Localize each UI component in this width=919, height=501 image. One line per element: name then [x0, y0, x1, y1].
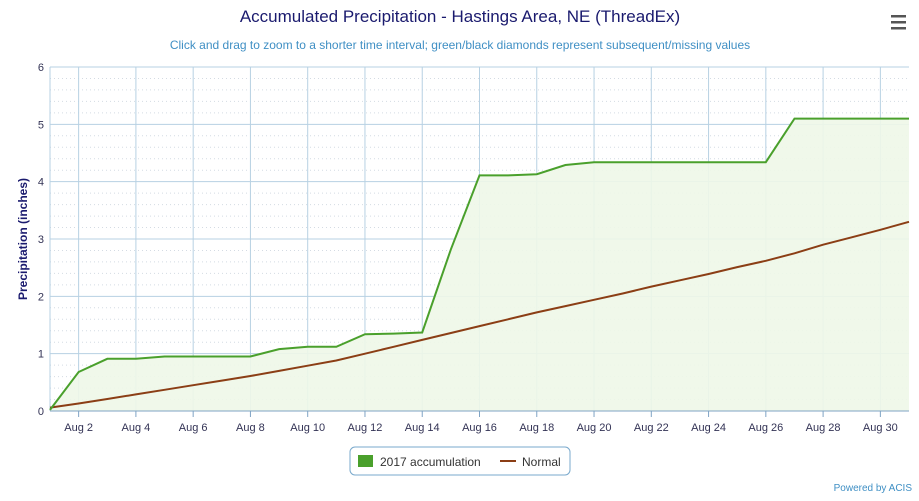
y-tick-label: 6 — [38, 62, 44, 74]
x-tick-label: Aug 30 — [863, 422, 898, 434]
x-tick-label: Aug 22 — [634, 422, 669, 434]
x-axis-ticks: Aug 2 Aug 4 Aug 6 Aug 8 Aug 10 Aug 12 Aug 14 Au… — [64, 411, 898, 434]
x-tick-label: Aug 6 — [179, 422, 208, 434]
y-tick-label: 0 — [38, 406, 44, 418]
legend-label-normal: Normal — [522, 455, 561, 469]
x-tick-label: Aug 24 — [691, 422, 726, 434]
hamburger-menu-icon — [891, 15, 906, 30]
credits-link[interactable]: Powered by ACIS — [834, 483, 913, 494]
legend: 2017 accumulation Normal — [349, 446, 571, 476]
x-tick-label: Aug 16 — [462, 422, 497, 434]
y-tick-label: 4 — [38, 177, 44, 189]
x-tick-label: Aug 14 — [405, 422, 440, 434]
x-tick-label: Aug 4 — [122, 422, 151, 434]
y-tick-label: 1 — [38, 349, 44, 361]
x-tick-label: Aug 12 — [348, 422, 383, 434]
x-tick-label: Aug 20 — [577, 422, 612, 434]
legend-swatch-2017-accumulation — [358, 455, 373, 467]
legend-item-normal[interactable]: Normal — [500, 455, 561, 469]
legend-label-2017-accumulation: 2017 accumulation — [380, 455, 481, 469]
legend-box — [349, 446, 571, 476]
y-axis-title: Precipitation (inches) — [16, 178, 30, 300]
x-tick-label: Aug 18 — [519, 422, 554, 434]
chart-title: Accumulated Precipitation - Hastings Are… — [240, 7, 680, 26]
x-tick-label: Aug 28 — [806, 422, 841, 434]
x-tick-label: Aug 26 — [748, 422, 783, 434]
y-tick-label: 2 — [38, 291, 44, 303]
y-tick-label: 5 — [38, 119, 44, 131]
series-2017-accumulation-line[interactable] — [49, 117, 909, 411]
series-normal-line[interactable] — [49, 220, 910, 409]
legend-item-2017-accumulation[interactable]: 2017 accumulation — [358, 455, 481, 469]
y-tick-label: 3 — [38, 234, 44, 246]
x-tick-label: Aug 2 — [64, 422, 93, 434]
x-tick-label: Aug 8 — [236, 422, 265, 434]
series-layer — [49, 117, 910, 411]
y-axis-ticks: 0 1 2 3 4 5 6 — [38, 62, 44, 418]
menu-button[interactable] — [884, 8, 912, 36]
x-tick-label: Aug 10 — [290, 422, 325, 434]
chart-subtitle: Click and drag to zoom to a shorter time… — [170, 38, 750, 52]
series-2017-accumulation-area — [50, 118, 909, 411]
